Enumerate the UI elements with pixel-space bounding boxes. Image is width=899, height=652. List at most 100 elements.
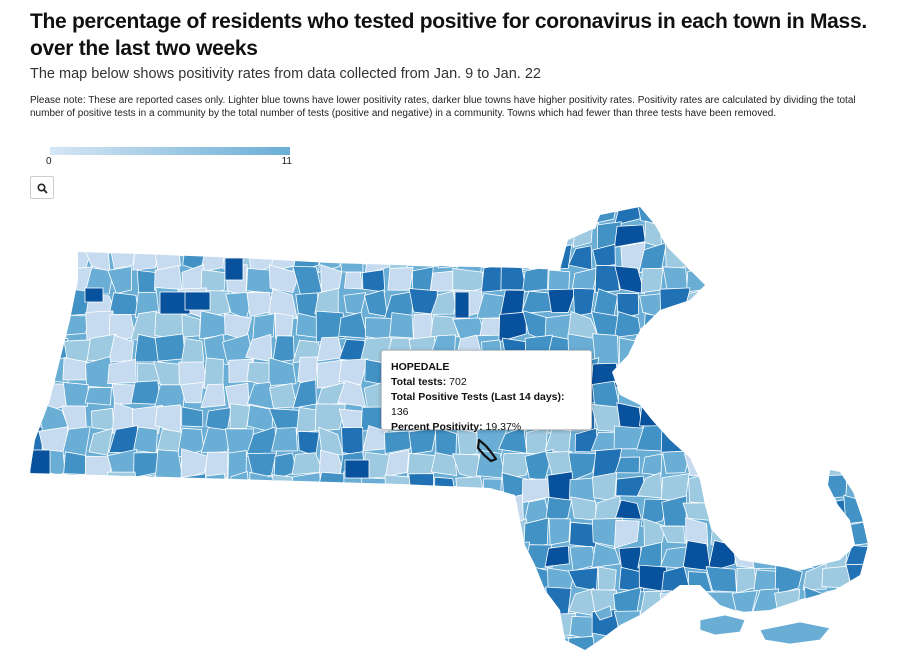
town-cell[interactable] <box>41 610 69 634</box>
town-cell[interactable] <box>476 615 504 641</box>
town-cell-dark[interactable] <box>344 459 370 479</box>
town-cell[interactable] <box>728 495 755 521</box>
town-cell[interactable] <box>452 564 481 595</box>
town-cell[interactable] <box>41 517 65 545</box>
town-cell[interactable] <box>112 496 140 527</box>
town-cell[interactable] <box>775 379 807 409</box>
town-cell[interactable] <box>710 290 733 315</box>
town-cell[interactable] <box>843 196 873 222</box>
town-cell[interactable] <box>639 402 666 427</box>
town-cell[interactable] <box>620 241 646 274</box>
town-cell[interactable] <box>361 586 392 615</box>
town-cell[interactable] <box>686 632 715 652</box>
town-cell[interactable] <box>339 609 369 640</box>
town-cell[interactable] <box>320 264 343 295</box>
town-cell[interactable] <box>84 639 117 652</box>
town-cell[interactable] <box>159 224 179 247</box>
town-cell[interactable] <box>294 635 322 652</box>
town-cell[interactable] <box>712 635 738 652</box>
town-cell[interactable] <box>62 501 93 525</box>
town-cell[interactable] <box>201 541 230 569</box>
town-cell[interactable] <box>850 290 874 319</box>
town-cell[interactable] <box>133 637 163 652</box>
town-cell[interactable] <box>38 563 68 595</box>
town-cell[interactable] <box>758 335 778 363</box>
town-cell[interactable] <box>320 610 347 641</box>
town-cell[interactable] <box>155 586 182 616</box>
town-cell[interactable] <box>521 218 552 248</box>
town-cell[interactable] <box>159 567 182 592</box>
town-cell[interactable] <box>522 247 552 271</box>
town-cell[interactable] <box>178 217 205 246</box>
town-cell[interactable] <box>316 336 344 362</box>
town-cell[interactable] <box>613 610 641 641</box>
town-cell[interactable] <box>18 287 45 315</box>
town-cell[interactable] <box>797 221 829 249</box>
town-cell[interactable] <box>205 473 228 496</box>
town-cell[interactable] <box>135 591 163 616</box>
town-cell[interactable] <box>777 403 802 434</box>
town-cell[interactable] <box>271 566 301 593</box>
town-cell[interactable] <box>797 335 829 363</box>
town-cell[interactable] <box>17 336 42 363</box>
town-cell[interactable] <box>728 358 760 387</box>
town-cell[interactable] <box>639 379 663 411</box>
town-cell[interactable] <box>548 518 571 546</box>
town-cell[interactable] <box>706 220 734 247</box>
town-cell[interactable] <box>660 310 693 339</box>
town-cell[interactable] <box>299 567 324 596</box>
town-cell[interactable] <box>135 200 158 226</box>
town-cell[interactable] <box>155 543 183 573</box>
town-cell[interactable] <box>321 218 340 245</box>
town-cell[interactable] <box>362 269 386 293</box>
town-cell[interactable] <box>180 381 204 404</box>
town-cell[interactable] <box>781 477 807 504</box>
town-cell-dark[interactable] <box>84 287 104 303</box>
town-cell[interactable] <box>614 362 646 383</box>
town-cell[interactable] <box>614 456 641 474</box>
town-cell[interactable] <box>39 639 70 652</box>
town-cell[interactable] <box>824 406 850 435</box>
town-cell[interactable] <box>705 475 736 504</box>
town-cell[interactable] <box>21 220 45 246</box>
town-cell[interactable] <box>614 499 642 520</box>
town-cell[interactable] <box>639 633 668 652</box>
town-cell[interactable] <box>179 540 209 573</box>
town-cell[interactable] <box>85 199 113 223</box>
town-cell[interactable] <box>798 410 829 434</box>
town-cell[interactable] <box>319 501 346 527</box>
town-cell[interactable] <box>40 223 69 244</box>
town-cell[interactable] <box>17 610 47 642</box>
town-cell[interactable] <box>21 540 48 569</box>
town-cell[interactable] <box>705 380 731 411</box>
town-cell[interactable] <box>822 474 848 499</box>
town-cell[interactable] <box>338 311 369 339</box>
town-cell[interactable] <box>408 564 438 588</box>
town-cell[interactable] <box>251 524 277 545</box>
town-cell[interactable] <box>751 315 782 342</box>
town-cell[interactable] <box>435 218 461 251</box>
town-cell[interactable] <box>200 426 231 454</box>
town-cell[interactable] <box>594 264 620 293</box>
town-cell[interactable] <box>730 289 757 319</box>
town-cell[interactable] <box>871 225 896 250</box>
town-cell[interactable] <box>338 358 369 386</box>
town-cell[interactable] <box>774 588 801 617</box>
town-cell[interactable] <box>683 198 715 228</box>
town-cell[interactable] <box>498 592 528 618</box>
town-cell[interactable] <box>177 614 205 639</box>
town-cell[interactable] <box>643 518 666 549</box>
town-cell[interactable] <box>91 407 115 431</box>
town-cell[interactable] <box>644 220 663 249</box>
town-cell[interactable] <box>40 310 69 337</box>
town-cell[interactable] <box>180 338 205 364</box>
town-cell[interactable] <box>710 494 736 525</box>
town-cell[interactable] <box>751 360 780 387</box>
town-cell[interactable] <box>246 498 278 526</box>
town-cell[interactable] <box>774 497 807 519</box>
town-cell[interactable] <box>822 312 853 341</box>
town-cell[interactable] <box>429 520 456 548</box>
town-cell[interactable] <box>271 427 298 452</box>
town-cell[interactable] <box>847 268 870 289</box>
